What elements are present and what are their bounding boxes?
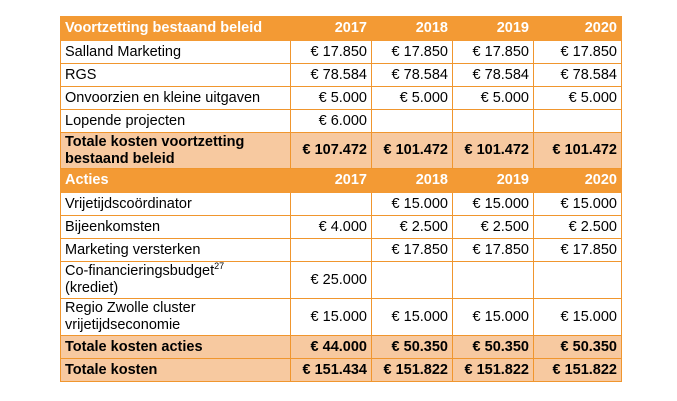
table-row: Salland Marketing € 17.850 € 17.850 € 17… <box>60 40 622 64</box>
total-label: Totale kosten acties <box>60 335 291 359</box>
cell-value: € 15.000 <box>533 298 622 336</box>
cell-value: € 15.000 <box>290 298 372 336</box>
row-label: RGS <box>60 63 291 87</box>
year-header: 2018 <box>371 168 453 193</box>
total-value: € 50.350 <box>452 335 534 359</box>
total-value: € 151.822 <box>533 358 622 382</box>
table-row: RGS € 78.584 € 78.584 € 78.584 € 78.584 <box>60 63 622 87</box>
cell-value: € 78.584 <box>290 63 372 87</box>
cell-value: € 5.000 <box>371 86 453 110</box>
table-row: Marketing versterken € 17.850 € 17.850 €… <box>60 238 622 262</box>
year-header: 2019 <box>452 16 534 41</box>
budget-table: Voortzetting bestaand beleid 2017 2018 2… <box>60 16 622 382</box>
table-row: Bijeenkomsten € 4.000 € 2.500 € 2.500 € … <box>60 215 622 239</box>
total-label: Totale kosten <box>60 358 291 382</box>
total-value: € 151.822 <box>371 358 453 382</box>
cell-value <box>290 192 372 216</box>
cell-value: € 5.000 <box>452 86 534 110</box>
row-label: Salland Marketing <box>60 40 291 64</box>
total-value: € 151.434 <box>290 358 372 382</box>
row-label: Lopende projecten <box>60 109 291 133</box>
total-value: € 101.472 <box>452 132 534 169</box>
cell-value: € 17.850 <box>452 238 534 262</box>
row-label: Onvoorzien en kleine uitgaven <box>60 86 291 110</box>
year-header: 2019 <box>452 168 534 193</box>
cell-value: € 5.000 <box>290 86 372 110</box>
table-row: Lopende projecten € 6.000 <box>60 109 622 133</box>
cell-value: € 2.500 <box>533 215 622 239</box>
year-header: 2020 <box>533 16 622 41</box>
cell-value <box>533 261 622 299</box>
cell-value: € 17.850 <box>371 40 453 64</box>
table-row: Vrijetijdscoördinator € 15.000 € 15.000 … <box>60 192 622 216</box>
cell-value: € 2.500 <box>371 215 453 239</box>
footnote-marker: 27 <box>214 261 225 272</box>
subtotal-row-bestaand-beleid: Totale kosten voortzetting bestaand bele… <box>60 132 622 169</box>
total-value: € 107.472 <box>290 132 372 169</box>
section-title: Acties <box>60 168 291 193</box>
total-value: € 50.350 <box>533 335 622 359</box>
total-value: € 44.000 <box>290 335 372 359</box>
year-header: 2018 <box>371 16 453 41</box>
grand-total-row: Totale kosten € 151.434 € 151.822 € 151.… <box>60 358 622 382</box>
table-row: Onvoorzien en kleine uitgaven € 5.000 € … <box>60 86 622 110</box>
table-row: Regio Zwolle cluster vrijetijdseconomie … <box>60 298 622 336</box>
cell-value: € 4.000 <box>290 215 372 239</box>
row-label-text: Co-financieringsbudget <box>65 263 215 279</box>
section-title: Voortzetting bestaand beleid <box>60 16 291 41</box>
cell-value: € 78.584 <box>371 63 453 87</box>
section-header-bestaand-beleid: Voortzetting bestaand beleid 2017 2018 2… <box>60 16 622 41</box>
cell-value: € 17.850 <box>533 238 622 262</box>
row-label: Co-financieringsbudget27 (krediet) <box>60 261 291 299</box>
cell-value <box>371 261 453 299</box>
cell-value: € 15.000 <box>533 192 622 216</box>
cell-value: € 78.584 <box>533 63 622 87</box>
year-header: 2020 <box>533 168 622 193</box>
cell-value: € 15.000 <box>371 298 453 336</box>
table-row: Co-financieringsbudget27 (krediet) € 25.0… <box>60 261 622 299</box>
row-label: Marketing versterken <box>60 238 291 262</box>
row-label: Vrijetijdscoördinator <box>60 192 291 216</box>
total-value: € 101.472 <box>371 132 453 169</box>
cell-value: € 6.000 <box>290 109 372 133</box>
cell-value: € 5.000 <box>533 86 622 110</box>
row-label: Bijeenkomsten <box>60 215 291 239</box>
cell-value <box>371 109 453 133</box>
cell-value: € 17.850 <box>533 40 622 64</box>
cell-value <box>452 261 534 299</box>
row-label-text-line2: (krediet) <box>65 280 119 296</box>
cell-value <box>290 238 372 262</box>
subtotal-row-acties: Totale kosten acties € 44.000 € 50.350 €… <box>60 335 622 359</box>
cell-value <box>452 109 534 133</box>
cell-value: € 15.000 <box>452 192 534 216</box>
cell-value: € 17.850 <box>452 40 534 64</box>
cell-value: € 2.500 <box>452 215 534 239</box>
cell-value: € 17.850 <box>371 238 453 262</box>
row-label: Regio Zwolle cluster vrijetijdseconomie <box>60 298 291 336</box>
total-value: € 101.472 <box>533 132 622 169</box>
year-header: 2017 <box>290 168 372 193</box>
total-value: € 50.350 <box>371 335 453 359</box>
section-header-acties: Acties 2017 2018 2019 2020 <box>60 168 622 193</box>
cell-value: € 15.000 <box>452 298 534 336</box>
total-label: Totale kosten voortzetting bestaand bele… <box>60 132 291 169</box>
cell-value: € 17.850 <box>290 40 372 64</box>
cell-value: € 25.000 <box>290 261 372 299</box>
cell-value <box>533 109 622 133</box>
total-value: € 151.822 <box>452 358 534 382</box>
cell-value: € 78.584 <box>452 63 534 87</box>
year-header: 2017 <box>290 16 372 41</box>
cell-value: € 15.000 <box>371 192 453 216</box>
